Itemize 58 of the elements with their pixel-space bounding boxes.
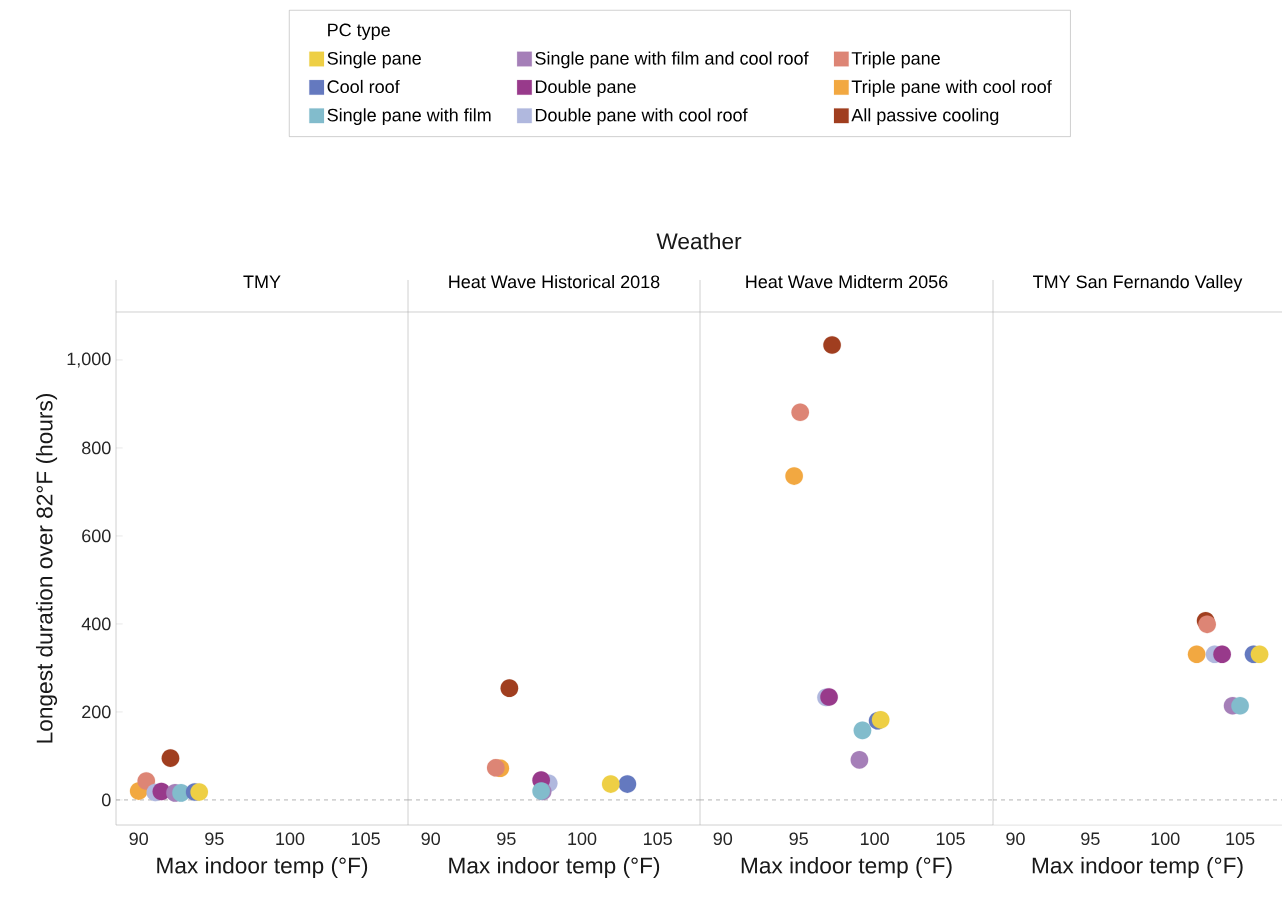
legend-label: Triple pane with cool roof [851,79,1052,97]
x-tick-label: 100 [568,832,597,846]
y-tick-label: 200 [82,705,111,719]
y-tick-label: 1,000 [67,352,111,368]
x-tick-label: 95 [1081,832,1100,846]
chart-title: TMY [243,275,281,288]
legend-label: Single pane with film and cool roof [535,51,809,69]
x-tick-label: 95 [205,832,224,846]
point [161,749,180,767]
legend-label: All passive cooling [851,108,999,126]
x-tick-label: 95 [789,832,808,846]
point [1231,696,1249,715]
x-tick-label: 105 [1226,832,1255,846]
point [500,679,519,698]
x-tick-label: 105 [936,832,965,846]
x-tick-label: 90 [713,832,733,846]
chart-title: Heat Wave Midterm 2056 [746,274,948,289]
x-tick-label: 100 [860,832,889,846]
x-tick-label: 105 [352,832,380,846]
x-axis-title: Max indoor temp (°F) [449,856,660,879]
x-tick-label: 100 [276,832,305,846]
y-tick-label: 400 [81,617,111,631]
point [618,775,637,793]
point [785,467,804,485]
legend-title: PC type [328,23,390,40]
legend-label: Cool roof [327,79,400,94]
y-axis-title: Longest duration over 82°F (hours) [35,394,58,743]
point [823,336,841,354]
chart-title: TMY San Fernando Valley [1033,274,1243,292]
legend-label: Single pane with film [327,108,491,126]
x-tick-label: 105 [644,832,672,846]
point [1250,645,1269,664]
y-tick-label: 600 [82,529,111,543]
text: Weather [656,232,742,250]
legend-label: Double pane with cool roof [535,108,748,126]
legend-label: Single pane [327,51,421,69]
chart-title: Heat Wave Historical 2018 [449,274,660,289]
x-axis-title: Max indoor temp (°F) [741,856,952,879]
point [486,758,505,777]
point [850,751,869,769]
y-tick-label: 800 [82,441,111,455]
x-tick-label: 90 [421,832,440,846]
point [1198,615,1217,634]
x-axis-title: Max indoor temp (°F) [1032,856,1243,879]
legend-label: Triple pane [851,51,940,69]
x-tick-label: 90 [1006,832,1025,846]
point [791,403,810,422]
point [601,775,620,793]
x-tick-label: 90 [129,832,148,846]
x-tick-label: 100 [1151,832,1180,846]
x-axis-title: Max indoor temp (°F) [157,856,368,879]
x-tick-label: 95 [497,832,516,846]
point [190,783,209,801]
point [1187,645,1206,664]
point [1213,645,1231,664]
legend-label: Double pane [535,79,636,97]
point [853,721,872,740]
y-tick-label: 0 [101,793,111,807]
